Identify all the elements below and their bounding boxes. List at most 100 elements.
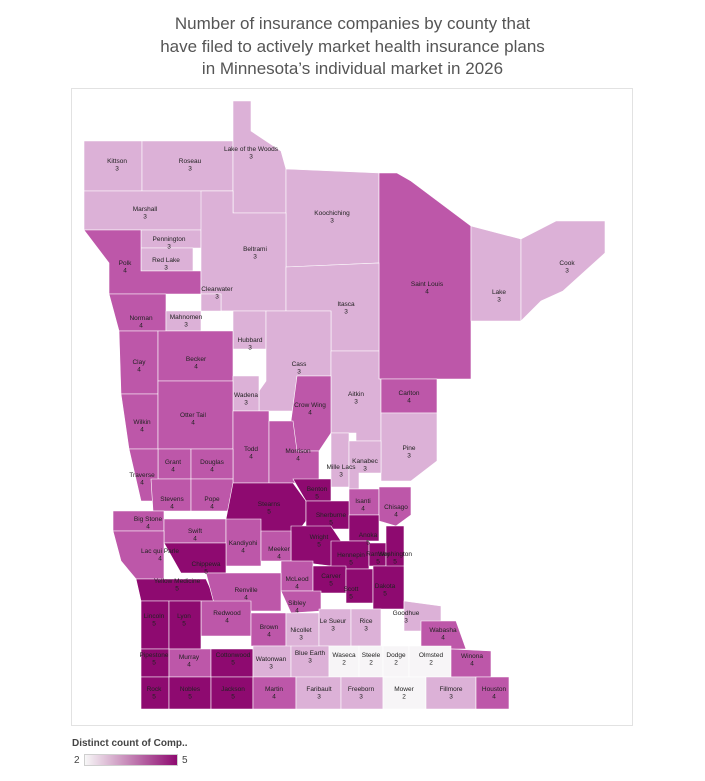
county-lac-qui-parle[interactable] [112, 530, 165, 580]
county-value: 4 [210, 467, 214, 474]
county-value: 4 [170, 504, 174, 511]
county-wabasha[interactable] [420, 620, 467, 650]
county-label-olmsted: Olmsted 2 [419, 652, 444, 667]
county-name: Lake [492, 289, 506, 296]
county-name: Mahnomen [170, 314, 203, 321]
legend-title: Distinct count of Comp.. [72, 738, 188, 749]
county-name: Fillmore [439, 686, 462, 693]
county-label-norman: Norman 4 [129, 315, 153, 330]
county-value: 4 [272, 694, 276, 701]
county-kittson[interactable] [83, 140, 143, 192]
county-value: 4 [295, 584, 299, 591]
county-name: Rock [147, 686, 163, 693]
county-label-swift: Swift 4 [188, 528, 202, 543]
county-name: Wilkin [133, 419, 151, 426]
county-name: Koochiching [314, 210, 350, 217]
county-label-roseau: Roseau 3 [179, 158, 202, 173]
county-label-itasca: Itasca 3 [337, 301, 355, 316]
county-value: 3 [344, 309, 348, 316]
county-value: 5 [366, 540, 370, 547]
county-value: 5 [315, 494, 319, 501]
county-anoka[interactable] [348, 514, 380, 542]
county-label-big-stone: Big Stone 4 [134, 516, 163, 531]
county-value: 4 [194, 364, 198, 371]
county-value: 3 [297, 369, 301, 376]
county-value: 4 [492, 694, 496, 701]
county-name: Dakota [375, 583, 396, 590]
county-label-le-sueur: Le Sueur 3 [320, 618, 347, 633]
county-name: Wright [310, 534, 329, 541]
county-value: 5 [376, 559, 380, 566]
county-value: 5 [349, 560, 353, 567]
county-name: Kanabec [352, 458, 378, 465]
county-label-traverse: Traverse 4 [129, 472, 155, 487]
county-value: 3 [449, 694, 453, 701]
county-norman[interactable] [108, 293, 167, 332]
county-value: 4 [470, 661, 474, 668]
county-name: Lac qui Parle [141, 548, 179, 555]
county-value: 4 [139, 323, 143, 330]
county-label-nicollet: Nicollet 3 [290, 627, 312, 642]
county-label-todd: Todd 4 [244, 446, 258, 461]
county-value: 5 [231, 694, 235, 701]
county-name: Brown [260, 624, 279, 631]
county-lake-of-the-woods[interactable] [232, 100, 287, 214]
county-label-marshall: Marshall 3 [133, 206, 158, 221]
county-name: Morrison [285, 448, 311, 455]
county-value: 3 [269, 664, 273, 671]
county-cook[interactable] [520, 220, 606, 322]
county-name: Itasca [337, 301, 355, 308]
county-value: 4 [244, 595, 248, 602]
county-value: 5 [383, 591, 387, 598]
county-name: Stevens [160, 496, 184, 503]
county-label-otter-tail: Otter Tail 4 [180, 412, 206, 427]
county-name: Isanti [355, 498, 371, 505]
county-name: Cass [292, 361, 308, 368]
county-label-koochiching: Koochiching 3 [314, 210, 350, 225]
county-name: Red Lake [152, 257, 180, 264]
county-value: 3 [244, 400, 248, 407]
county-houston[interactable] [475, 676, 510, 710]
county-value: 2 [429, 660, 433, 667]
county-le-sueur[interactable] [318, 608, 352, 647]
county-label-pine: Pine 3 [402, 445, 415, 460]
county-label-houston: Houston 4 [482, 686, 507, 701]
county-label-pennington: Pennington 3 [153, 236, 186, 251]
legend-min-value: 2 [74, 755, 80, 766]
county-name: Mower [394, 686, 414, 693]
county-value: 5 [152, 694, 156, 701]
county-name: Norman [129, 315, 153, 322]
county-name: Kandiyohi [229, 540, 258, 547]
county-label-stearns: Stearns 5 [258, 501, 281, 516]
county-lake[interactable] [470, 225, 522, 322]
county-label-waseca: Waseca 2 [332, 652, 356, 667]
county-name: Hennepin [337, 552, 365, 559]
county-value: 3 [248, 345, 252, 352]
map-frame: Kittson 3 Roseau 3 Lake of the Woods 3 Marshal… [71, 88, 633, 726]
county-value: 3 [184, 322, 188, 329]
county-name: Saint Louis [411, 281, 444, 288]
county-value: 4 [191, 420, 195, 427]
county-name: Douglas [200, 459, 225, 466]
county-label-hennepin: Hennepin 5 [337, 552, 365, 567]
county-saint-louis[interactable] [378, 172, 472, 380]
county-clearwater[interactable] [200, 293, 233, 312]
county-label-ramsey: Ramsey 5 [366, 551, 391, 566]
county-name: Cottonwood [216, 652, 251, 659]
county-name: Grant [165, 459, 181, 466]
county-name: Marshall [133, 206, 158, 213]
county-value: 5 [231, 660, 235, 667]
county-label-rice: Rice 3 [359, 618, 372, 633]
county-label-crow-wing: Crow Wing 4 [294, 402, 326, 417]
county-value: 4 [277, 554, 281, 561]
county-value: 4 [441, 635, 445, 642]
title-line-2: have filed to actively market health ins… [160, 36, 545, 56]
county-mille-lacs[interactable] [330, 432, 350, 488]
county-value: 2 [394, 660, 398, 667]
county-value: 5 [329, 520, 333, 527]
county-label-clearwater: Clearwater 3 [201, 286, 233, 301]
county-label-dakota: Dakota 5 [375, 583, 396, 598]
county-name: Big Stone [134, 516, 163, 523]
county-label-lake-of-the-woods: Lake of the Woods 3 [224, 146, 279, 161]
